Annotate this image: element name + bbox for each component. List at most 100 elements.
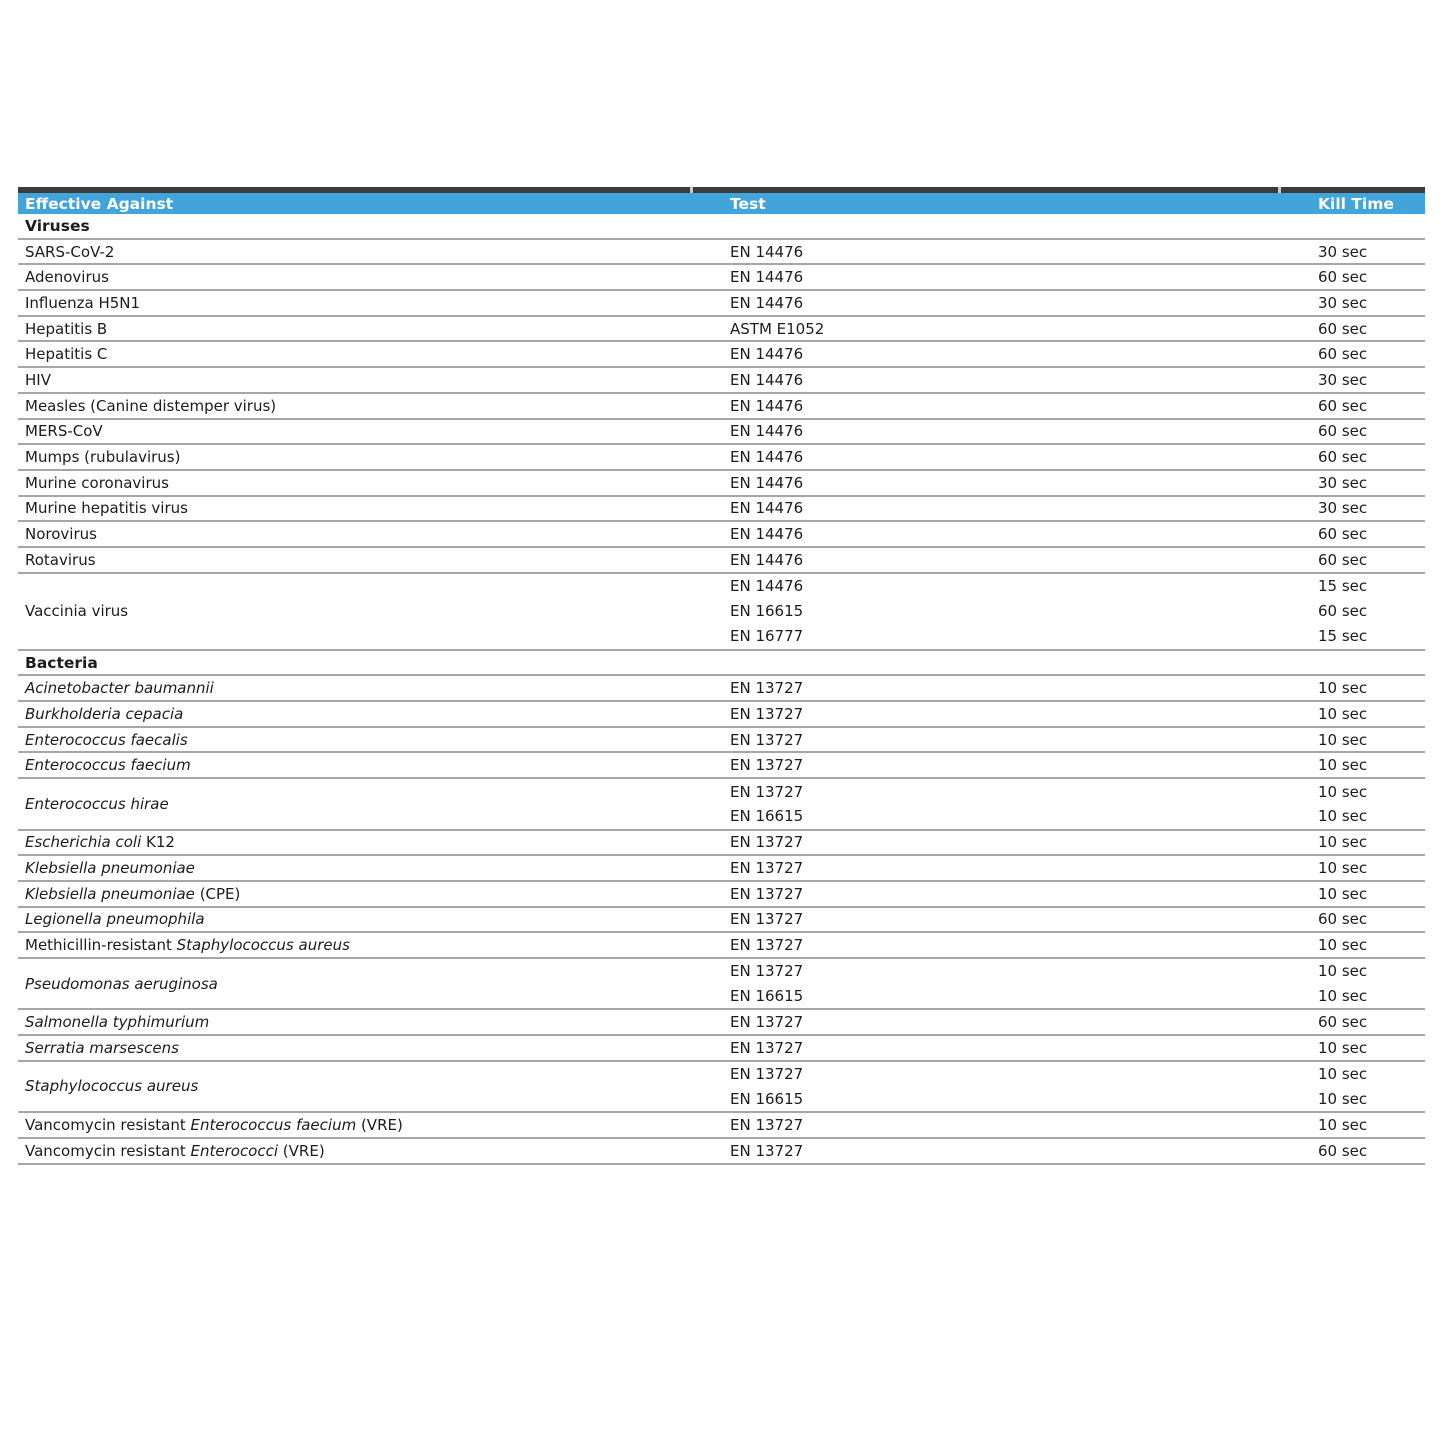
organism-name-cell: Methicillin-resistant Staphylococcus aur…: [18, 933, 730, 957]
test-standard-cell: EN 13727: [730, 704, 804, 723]
kill-time-cell: 10 sec: [1318, 704, 1368, 723]
tests-column: EN 14476 60 sec: [730, 394, 1425, 418]
test-sub-row: EN 14476 30 sec: [730, 497, 1425, 521]
tests-column: EN 13727 10 sec: [730, 856, 1425, 880]
organism-name-cell: Murine hepatitis virus: [18, 497, 730, 521]
organism-name-part: Methicillin-resistant: [25, 936, 177, 955]
test-standard-cell: EN 14476: [730, 268, 804, 287]
organism-name-italic-part: Pseudomonas aeruginosa: [25, 974, 218, 993]
kill-time-cell: 60 sec: [1318, 525, 1368, 544]
organism-name-part: Hepatitis B: [25, 319, 108, 338]
kill-time-cell: 60 sec: [1318, 1141, 1368, 1160]
test-standard-cell: EN 13727: [730, 1115, 804, 1134]
test-standard-cell: EN 13727: [730, 833, 804, 852]
organism-name: Mumps (rubulavirus): [25, 448, 180, 466]
organism-name-italic-part: Staphylococcus aureus: [176, 936, 350, 955]
organism-name-italic-part: Acinetobacter baumannii: [25, 679, 214, 698]
test-sub-row: EN 14476 60 sec: [730, 420, 1425, 444]
test-standard-cell: EN 14476: [730, 577, 804, 596]
tests-column: EN 14476 60 sec: [730, 420, 1425, 444]
tests-column: EN 14476 60 sec: [730, 265, 1425, 289]
organism-name: Methicillin-resistant Staphylococcus aur…: [25, 936, 350, 954]
test-standard-cell: EN 14476: [730, 242, 804, 261]
table-row: Murine hepatitis virus EN 14476 30 sec: [18, 497, 1425, 523]
organism-name: Hepatitis B: [25, 320, 107, 338]
organism-name: Staphylococcus aureus: [25, 1077, 198, 1095]
test-sub-row: EN 13727 60 sec: [730, 908, 1425, 932]
tests-column: EN 14476 30 sec: [730, 471, 1425, 495]
tests-column: EN 13727 10 sec: [730, 933, 1425, 957]
organism-name-cell: HIV: [18, 368, 730, 392]
test-standard-cell: EN 13727: [730, 936, 804, 955]
kill-time-cell: 10 sec: [1318, 807, 1368, 826]
organism-name: Influenza H5N1: [25, 294, 140, 312]
kill-time-cell: 60 sec: [1318, 910, 1368, 929]
organism-name: Klebsiella pneumoniae (CPE): [25, 885, 240, 903]
test-sub-row: EN 13727 10 sec: [730, 676, 1425, 700]
test-sub-row: EN 13727 10 sec: [730, 1036, 1425, 1060]
table-row: Staphylococcus aureus EN 13727 10 sec EN 16…: [18, 1062, 1425, 1114]
header-kill-time: Kill Time: [1318, 194, 1394, 213]
tests-column: EN 13727 10 sec: [730, 728, 1425, 752]
organism-name-part: Hepatitis C: [25, 345, 108, 364]
test-standard-cell: EN 13727: [730, 1013, 804, 1032]
organism-name-cell: Pseudomonas aeruginosa: [18, 959, 730, 1008]
tests-column: EN 13727 10 sec: [730, 831, 1425, 855]
table-row: Pseudomonas aeruginosa EN 13727 10 sec EN 1…: [18, 959, 1425, 1011]
table-top-border: [18, 187, 1425, 193]
organism-name-cell: Mumps (rubulavirus): [18, 445, 730, 469]
organism-name-part: Adenovirus: [25, 268, 109, 287]
table-row: SARS-CoV-2 EN 14476 30 sec: [18, 240, 1425, 266]
organism-name: SARS-CoV-2: [25, 243, 114, 261]
kill-time-cell: 10 sec: [1318, 859, 1368, 878]
kill-time-cell: 60 sec: [1318, 422, 1368, 441]
test-sub-row: EN 14476 60 sec: [730, 445, 1425, 469]
tests-column: ASTM E1052 60 sec: [730, 317, 1425, 341]
kill-time-cell: 60 sec: [1318, 1013, 1368, 1032]
organism-name: Vancomycin resistant Enterococci (VRE): [25, 1142, 325, 1160]
table-row: Klebsiella pneumoniae EN 13727 10 sec: [18, 856, 1425, 882]
organism-name-part: Vancomycin resistant: [25, 1141, 191, 1160]
test-standard-cell: EN 13727: [730, 1141, 804, 1160]
organism-name: MERS-CoV: [25, 422, 103, 440]
table-row: Legionella pneumophila EN 13727 60 sec: [18, 908, 1425, 934]
kill-time-cell: 10 sec: [1318, 936, 1368, 955]
organism-name-cell: Rotavirus: [18, 548, 730, 572]
kill-time-cell: 10 sec: [1318, 884, 1368, 903]
tests-column: EN 13727 10 sec EN 16615 10 sec: [730, 1062, 1425, 1111]
test-sub-row: EN 13727 10 sec: [730, 856, 1425, 880]
efficacy-table: Effective Against Test Kill Time Viruses…: [18, 187, 1425, 1165]
test-standard-cell: EN 16615: [730, 807, 804, 826]
tests-column: EN 13727 10 sec EN 16615 10 sec: [730, 959, 1425, 1008]
kill-time-cell: 60 sec: [1318, 319, 1368, 338]
kill-time-cell: 10 sec: [1318, 1089, 1368, 1108]
kill-time-cell: 10 sec: [1318, 679, 1368, 698]
test-standard-cell: EN 16615: [730, 987, 804, 1006]
organism-name: Salmonella typhimurium: [25, 1013, 209, 1031]
organism-name-cell: SARS-CoV-2: [18, 240, 730, 264]
kill-time-cell: 15 sec: [1318, 577, 1368, 596]
test-sub-row: EN 13727 60 sec: [730, 1139, 1425, 1163]
table-row: Escherichia coli K12 EN 13727 10 sec: [18, 831, 1425, 857]
organism-name-cell: Acinetobacter baumannii: [18, 676, 730, 700]
tests-column: EN 13727 60 sec: [730, 1139, 1425, 1163]
tests-column: EN 14476 30 sec: [730, 291, 1425, 315]
organism-name: Serratia marsescens: [25, 1039, 179, 1057]
test-standard-cell: EN 14476: [730, 396, 804, 415]
organism-name-italic-part: Enterococci: [190, 1141, 279, 1160]
test-sub-row: EN 14476 30 sec: [730, 291, 1425, 315]
tests-column: EN 14476 60 sec: [730, 445, 1425, 469]
organism-name-italic-part: Salmonella typhimurium: [25, 1013, 210, 1032]
test-standard-cell: EN 16615: [730, 602, 804, 621]
organism-name-cell: Klebsiella pneumoniae: [18, 856, 730, 880]
table-row: Burkholderia cepacia EN 13727 10 sec: [18, 702, 1425, 728]
kill-time-cell: 10 sec: [1318, 987, 1368, 1006]
organism-name: Murine hepatitis virus: [25, 499, 188, 517]
test-standard-cell: EN 13727: [730, 1065, 804, 1084]
table-row: Salmonella typhimurium EN 13727 60 sec: [18, 1010, 1425, 1037]
tests-column: EN 13727 10 sec: [730, 753, 1425, 777]
test-sub-row: EN 14476 30 sec: [730, 368, 1425, 392]
organism-name-italic-part: Legionella pneumophila: [25, 910, 205, 929]
test-standard-cell: EN 14476: [730, 525, 804, 544]
test-standard-cell: EN 13727: [730, 910, 804, 929]
